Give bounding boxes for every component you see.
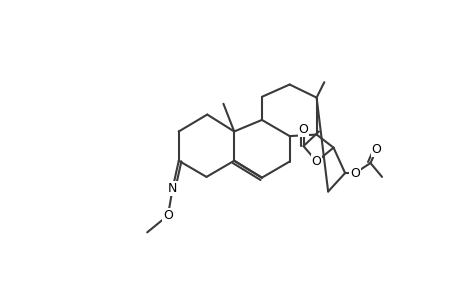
Text: O: O bbox=[311, 155, 321, 168]
Text: O: O bbox=[349, 167, 359, 180]
Text: O: O bbox=[371, 143, 381, 156]
Text: O: O bbox=[162, 209, 173, 222]
Text: O: O bbox=[298, 123, 308, 136]
Text: N: N bbox=[168, 182, 177, 195]
